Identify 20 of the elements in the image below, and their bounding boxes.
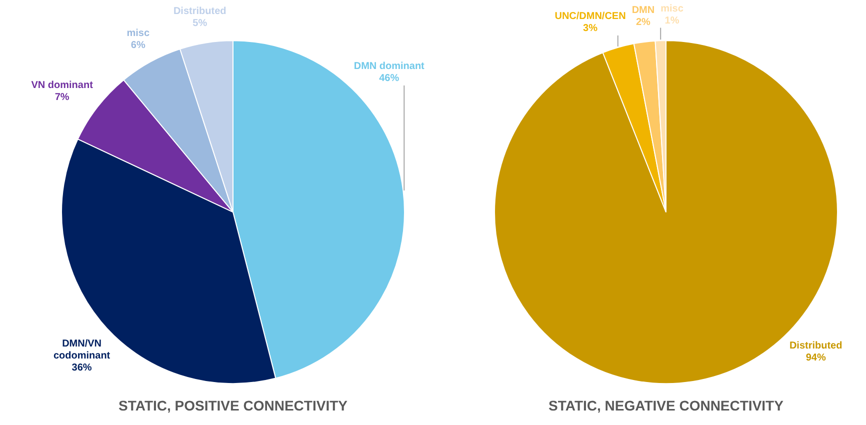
slice-label: Distributed bbox=[173, 6, 226, 17]
slice-label: DMN/VN codominant bbox=[53, 338, 111, 362]
text: STATIC, POSITIVE CONNECTIVITY bbox=[118, 397, 348, 414]
data-label: 7% bbox=[54, 92, 70, 103]
data-label: 6% bbox=[130, 40, 146, 51]
slice-label: misc bbox=[126, 28, 150, 39]
slice-label: DMN bbox=[632, 4, 655, 16]
data-label: 3% bbox=[583, 23, 598, 34]
slice-label: Distributed bbox=[789, 340, 842, 352]
data-label: 2% bbox=[636, 16, 651, 28]
slice-label: DMN dominant bbox=[354, 61, 426, 72]
data-label: 46% bbox=[379, 73, 400, 84]
slice-label: VN dominant bbox=[31, 80, 94, 91]
data-label: 5% bbox=[192, 18, 208, 29]
slice-label: UNC/DMN/CEN bbox=[554, 11, 626, 22]
text: STATIC, NEGATIVE CONNECTIVITY bbox=[548, 397, 784, 414]
slice-label: misc bbox=[660, 3, 684, 14]
data-label: 1% bbox=[664, 15, 680, 26]
data-label: 36% bbox=[72, 362, 92, 374]
data-label: 94% bbox=[806, 352, 826, 364]
